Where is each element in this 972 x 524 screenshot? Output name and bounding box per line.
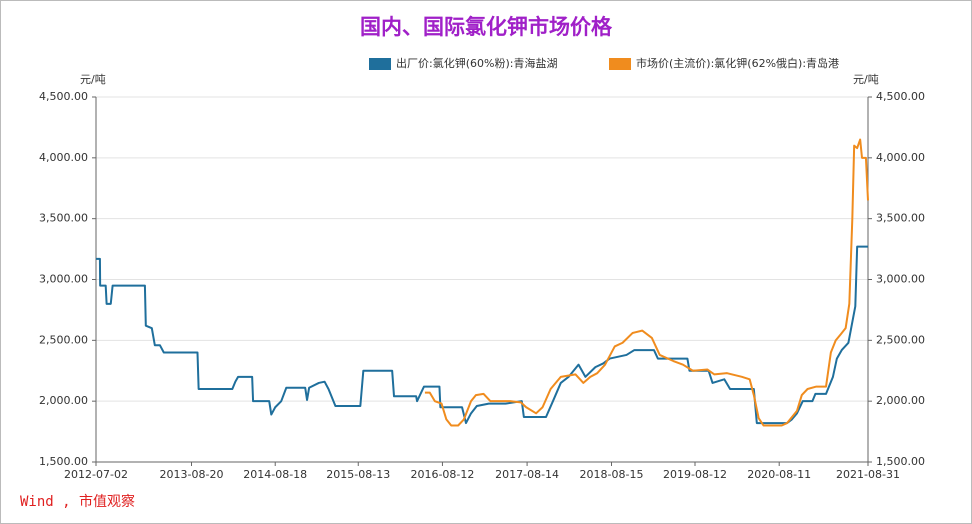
source-note: Wind , 市值观察 — [20, 493, 135, 510]
legend-swatch — [369, 58, 391, 70]
y-tick-label: 3,500.00 — [39, 212, 88, 225]
y2-tick-label: 3,500.00 — [876, 212, 925, 225]
x-tick-label: 2021-08-31 — [836, 468, 900, 481]
y-tick-label: 2,000.00 — [39, 394, 88, 407]
y2-tick-label: 2,500.00 — [876, 333, 925, 346]
chart-title: 国内、国际氯化钾市场价格 — [360, 15, 613, 39]
y2-tick-label: 2,000.00 — [876, 394, 925, 407]
y2-tick-label: 4,500.00 — [876, 90, 925, 103]
y-axis-unit: 元/吨 — [80, 73, 106, 86]
y2-tick-label: 3,000.00 — [876, 273, 925, 286]
x-tick-label: 2013-08-20 — [160, 468, 224, 481]
legend-label: 市场价(主流价):氯化钾(62%俄白):青岛港 — [636, 56, 839, 70]
y2-axis-unit: 元/吨 — [853, 73, 879, 86]
y-tick-label: 4,000.00 — [39, 151, 88, 164]
x-tick-label: 2017-08-14 — [495, 468, 559, 481]
x-tick-label: 2014-08-18 — [243, 468, 307, 481]
series-line — [424, 138, 869, 427]
legend-swatch — [609, 58, 631, 70]
y2-tick-label: 4,000.00 — [876, 151, 925, 164]
legend-label: 出厂价:氯化钾(60%粉):青海盐湖 — [396, 56, 557, 70]
x-tick-label: 2016-08-12 — [410, 468, 474, 481]
x-tick-label: 2019-08-12 — [663, 468, 727, 481]
x-tick-label: 2018-08-15 — [580, 468, 644, 481]
y2-tick-label: 1,500.00 — [876, 455, 925, 468]
y-tick-label: 1,500.00 — [39, 455, 88, 468]
x-tick-label: 2015-08-13 — [326, 468, 390, 481]
y-tick-label: 3,000.00 — [39, 273, 88, 286]
x-tick-label: 2012-07-02 — [64, 468, 128, 481]
x-tick-label: 2020-08-11 — [747, 468, 811, 481]
y-tick-label: 4,500.00 — [39, 90, 88, 103]
y-tick-label: 2,500.00 — [39, 333, 88, 346]
